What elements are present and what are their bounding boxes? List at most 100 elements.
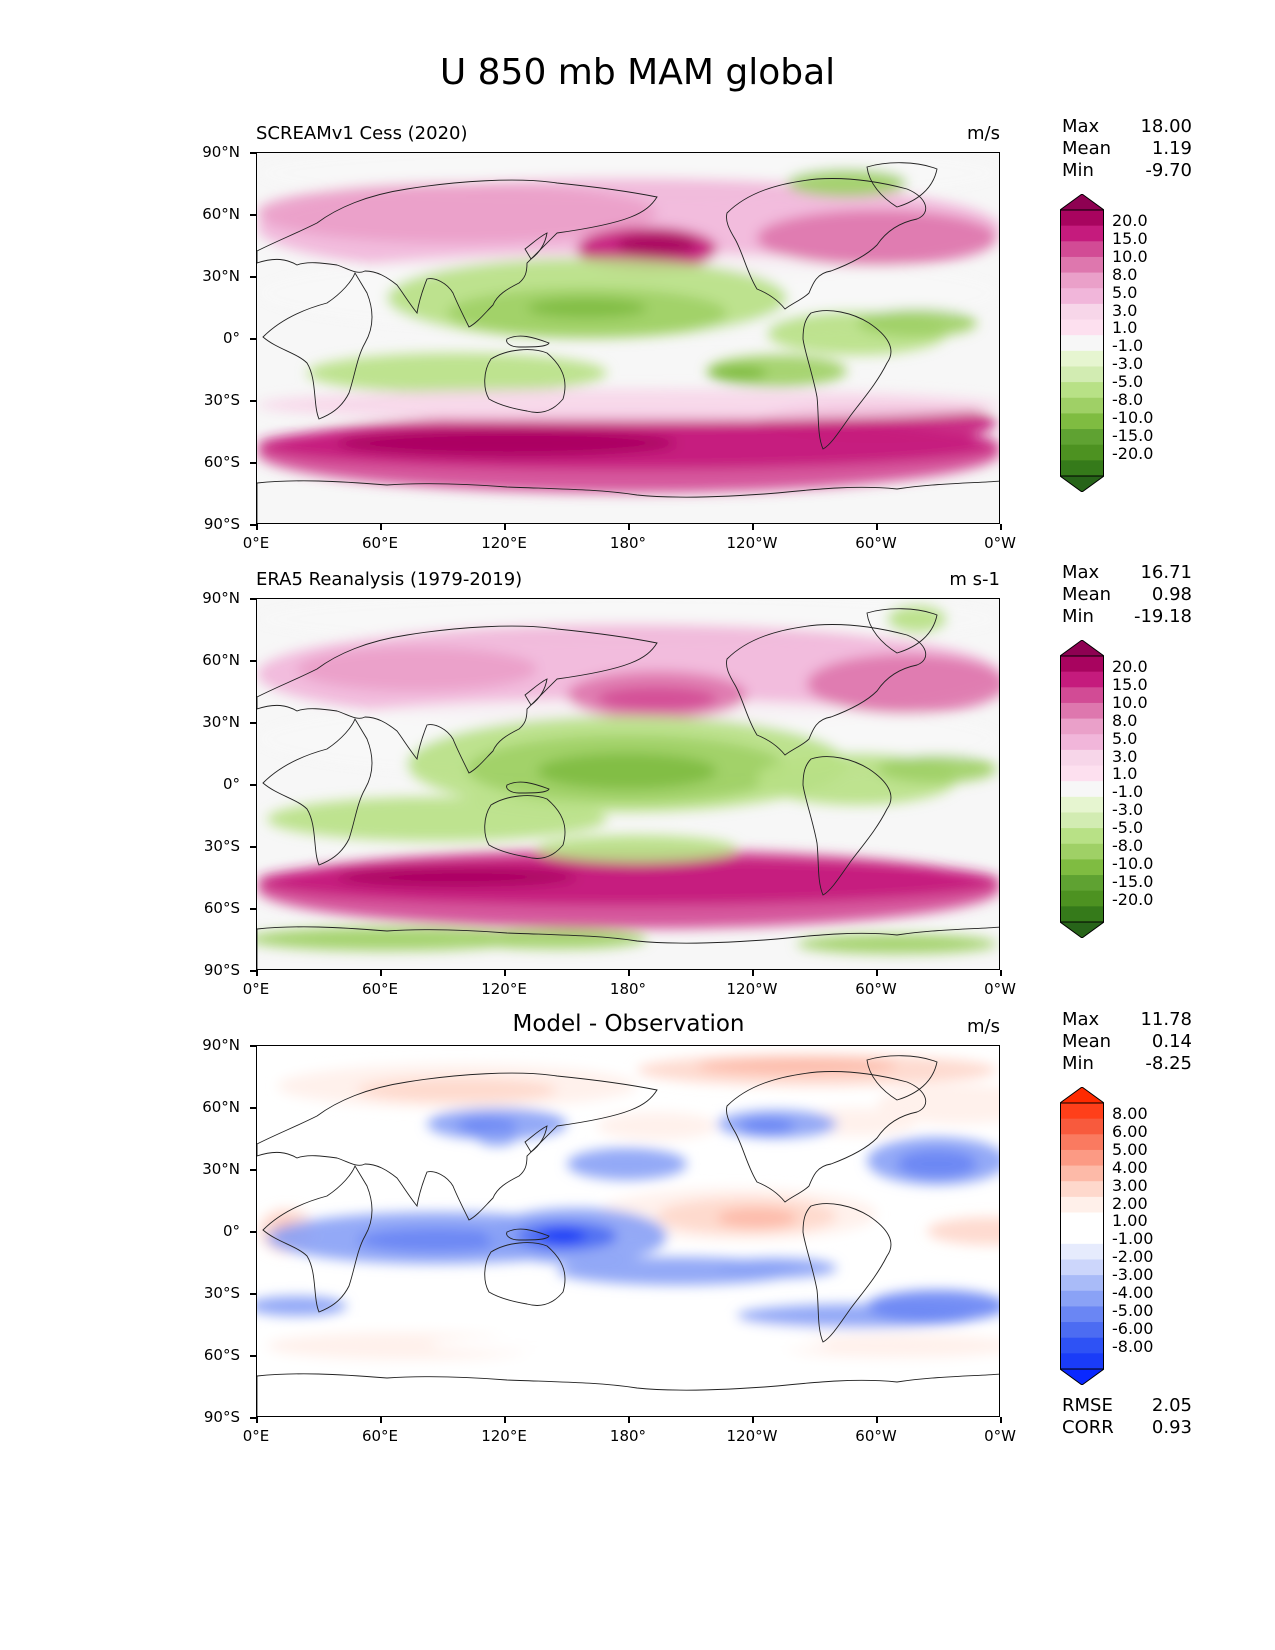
- stat-row: Max 11.78: [1062, 1009, 1192, 1031]
- stat-row: Mean 0.14: [1062, 1031, 1192, 1053]
- colorbar-segment: [1060, 303, 1104, 321]
- coastline: [257, 1373, 999, 1416]
- lon-label: 180°: [609, 1427, 647, 1445]
- colorbar-segment: [1060, 828, 1104, 845]
- lat-label: 30°N: [202, 713, 240, 731]
- contour-blob: [357, 1228, 517, 1252]
- lat-label: 90°S: [203, 961, 240, 979]
- stats-block: Max 18.00 Mean 1.19 Min -9.70: [1062, 116, 1192, 182]
- metric-label: RMSE: [1062, 1395, 1113, 1416]
- colorbar-tick-label: -3.0: [1112, 354, 1144, 374]
- lon-tick: [256, 1417, 258, 1423]
- lat-tick: [250, 1293, 256, 1295]
- stat-row: Mean 1.19: [1062, 138, 1192, 160]
- colorbar-labels: 20.0 15.0 10.0 8.0 5.0 3.0 1.0 -1.0 -3.0 -5.0 -8.0…: [1112, 658, 1153, 909]
- colorbar-tick-label: 8.00: [1112, 1104, 1148, 1123]
- colorbar-tick-label: -20.0: [1112, 889, 1154, 909]
- colorbar-tick-label: -20.0: [1112, 443, 1154, 463]
- metric-label: CORR: [1062, 1417, 1114, 1438]
- lon-label: 120°E: [481, 534, 527, 552]
- colorbar-tick-label: 1.0: [1112, 764, 1138, 784]
- lon-tick: [1000, 1417, 1002, 1423]
- coastline: [262, 717, 373, 866]
- colorbar-segment: [1060, 1275, 1104, 1292]
- lon-label: 60°E: [361, 980, 399, 998]
- lon-tick: [504, 524, 506, 530]
- colorbar-segment: [1060, 319, 1104, 336]
- colorbar-tick-label: -6.00: [1112, 1318, 1154, 1338]
- colorbar-segment: [1060, 1196, 1104, 1214]
- stat-row: Min -9.70: [1062, 160, 1192, 182]
- stat-value: 11.78: [1140, 1009, 1192, 1030]
- contour-blob: [757, 210, 997, 266]
- lat-tick: [250, 1417, 256, 1419]
- lon-label: 0°E: [242, 534, 270, 552]
- lat-label: 60°N: [202, 205, 240, 223]
- colorbar-extend-bottom: [1058, 475, 1106, 493]
- colorbar-segment: [1060, 687, 1104, 704]
- coastline: [506, 335, 550, 348]
- colorbar-tick-label: -2.00: [1112, 1247, 1154, 1267]
- colorbar-tick-label: 8.0: [1112, 264, 1138, 284]
- map-field: [257, 1046, 999, 1416]
- lat-label: 90°N: [202, 589, 240, 607]
- lat-tick: [250, 338, 256, 340]
- coastline: [802, 310, 892, 450]
- lat-label: 0°: [222, 775, 240, 793]
- lat-label: 90°S: [203, 515, 240, 533]
- colorbar-tick-label: 5.00: [1112, 1139, 1148, 1159]
- lat-label: 30°N: [202, 1160, 240, 1178]
- lon-tick: [876, 1417, 878, 1423]
- lat-label: 30°S: [203, 391, 240, 409]
- stat-value: -9.70: [1145, 160, 1192, 181]
- lon-tick: [380, 524, 382, 530]
- colorbar-segment: [1060, 671, 1104, 688]
- contour-blob: [257, 1296, 347, 1316]
- contour-blob: [857, 309, 977, 337]
- lat-label: 30°S: [203, 837, 240, 855]
- colorbar-segment: [1060, 335, 1104, 352]
- contour-blob: [337, 867, 577, 887]
- panel-units: m s-1: [949, 569, 1000, 590]
- colorbar-segment: [1060, 1212, 1104, 1229]
- stat-value: -8.25: [1145, 1053, 1192, 1074]
- lon-label: 60°W: [855, 1427, 897, 1445]
- colorbar-tick-label: -5.00: [1112, 1300, 1154, 1320]
- colorbar-extend-top: [1058, 193, 1106, 211]
- stat-label: Mean: [1062, 138, 1112, 159]
- colorbar-tick-label: 2.00: [1112, 1193, 1148, 1213]
- contour-blob: [787, 169, 907, 197]
- colorbar-segment: [1060, 1353, 1104, 1370]
- contour-blob: [887, 605, 947, 633]
- contour-blob: [777, 1334, 999, 1358]
- colorbar-tick-label: 5.0: [1112, 728, 1138, 748]
- lon-tick: [752, 970, 754, 976]
- stat-value: 0.14: [1151, 1031, 1192, 1052]
- colorbar-outline: [1060, 1102, 1104, 1370]
- stat-row: Max 16.71: [1062, 562, 1192, 584]
- contour-blob: [697, 1058, 897, 1074]
- lat-tick: [250, 462, 256, 464]
- lat-tick: [250, 598, 256, 600]
- stat-value: 18.00: [1140, 116, 1192, 137]
- colorbar-segment: [1060, 288, 1104, 305]
- lat-tick: [250, 660, 256, 662]
- colorbar-tick-label: -1.00: [1112, 1229, 1154, 1249]
- coastline: [257, 480, 999, 523]
- lat-tick: [250, 908, 256, 910]
- stat-value: 1.19: [1151, 138, 1192, 159]
- lat-tick: [250, 1355, 256, 1357]
- contour-blob: [477, 1130, 517, 1146]
- stat-label: Max: [1062, 116, 1100, 137]
- contour-blob: [467, 929, 647, 949]
- colorbar-svg: [1058, 1086, 1106, 1386]
- colorbar-segment: [1060, 272, 1104, 289]
- contour-blob: [867, 1290, 999, 1322]
- colorbar-segment: [1060, 413, 1104, 430]
- colorbar-segment: [1060, 397, 1104, 414]
- contour-blob: [597, 1112, 717, 1140]
- contour-blob: [717, 1258, 837, 1278]
- lat-tick: [250, 524, 256, 526]
- stat-label: Min: [1062, 160, 1094, 181]
- contour-blob: [307, 353, 607, 393]
